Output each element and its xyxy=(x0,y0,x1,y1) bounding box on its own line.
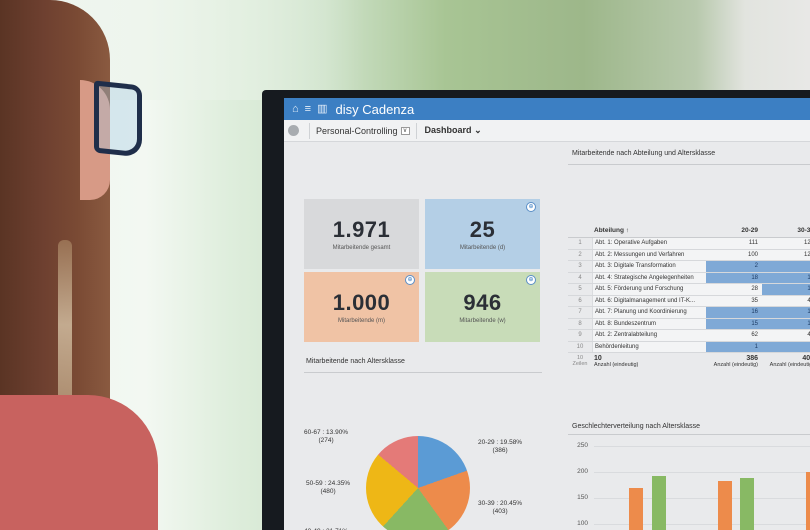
chevron-down-icon: ⌄ xyxy=(474,125,482,135)
kpi-total[interactable]: 1.971 Mitarbeitende gesamt xyxy=(304,199,419,269)
gridline xyxy=(594,524,810,525)
kpi-value: 946 xyxy=(463,290,502,315)
column-header-20-29[interactable]: 20-29 xyxy=(741,227,758,234)
kpi-label: Mitarbeitende (w) xyxy=(459,318,506,324)
menu-icon[interactable]: ≡ xyxy=(304,102,312,115)
app-title: disy Cadenza xyxy=(335,101,415,117)
table-header: Abteilung ↑ 20-29 30-39 xyxy=(568,224,810,238)
y-tick: 150 xyxy=(577,494,588,501)
kpi-female[interactable]: ⊕ 946 Mitarbeitende (w) xyxy=(425,272,540,342)
y-tick: 100 xyxy=(577,520,588,527)
kpi-label: Mitarbeitende (m) xyxy=(337,318,385,324)
table-row[interactable]: 5 Abt. 5: Förderung und Forschung 28 18 xyxy=(568,284,810,296)
y-tick: 200 xyxy=(577,468,588,475)
department-table: Abteilung ↑ 20-29 30-39 1 Abt. 1: Operat… xyxy=(568,224,810,368)
bar-w-30-39[interactable] xyxy=(740,478,754,530)
column-header-30-39[interactable]: 30-39 xyxy=(797,227,810,234)
dashboard-content: 1.971 Mitarbeitende gesamt ⊕ 25 Mitarbei… xyxy=(284,142,810,530)
table-row[interactable]: 2 Abt. 2: Messungen und Verfahren 100 12… xyxy=(568,249,810,261)
age-pie-chart[interactable] xyxy=(366,436,470,530)
table-row[interactable]: 1 Abt. 1: Operative Aufgaben 111 122 xyxy=(568,238,810,250)
gridline xyxy=(594,472,810,473)
pie-label-20-29: 20-29 : 19.58% (386) xyxy=(478,439,523,454)
kpi-value: 25 xyxy=(469,217,496,242)
divider xyxy=(568,434,810,435)
home-icon[interactable]: ⌂ xyxy=(292,102,299,115)
status-icon[interactable] xyxy=(288,125,299,136)
kpi-male[interactable]: ⊕ 1.000 Mitarbeitende (m) xyxy=(304,272,419,342)
table-row[interactable]: 9 Abt. 2: Zentralabteilung 62 47 xyxy=(568,330,810,342)
filter-icon[interactable]: ⊕ xyxy=(526,202,536,212)
table-row[interactable]: 10 Behördenleitung 1 2 xyxy=(568,341,810,353)
table-row[interactable]: 8 Abt. 8: Bundeszentrum 15 13 xyxy=(568,318,810,330)
pie-label-60-67: 60-67 : 13.90% (274) xyxy=(304,429,349,444)
breadcrumb-label: Personal-Controlling xyxy=(316,125,398,136)
view-label: Dashboard xyxy=(424,125,472,135)
breadcrumb[interactable]: Personal-Controlling v xyxy=(310,126,416,136)
hair-highlight xyxy=(58,240,72,410)
map-icon[interactable]: ▥ xyxy=(317,102,328,115)
kpi-diverse[interactable]: ⊕ 25 Mitarbeitende (d) xyxy=(425,199,540,269)
table-row[interactable]: 7 Abt. 7: Planung und Koordinierung 16 1… xyxy=(568,307,810,319)
pie-section-title: Mitarbeitende nach Altersklasse xyxy=(306,358,405,365)
bar-m-40-49[interactable] xyxy=(806,472,810,530)
table-row[interactable]: 3 Abt. 3: Digitale Transformation 2 7 xyxy=(568,261,810,273)
bar-m-30-39[interactable] xyxy=(718,481,732,530)
gridline xyxy=(594,446,810,447)
face xyxy=(80,80,110,200)
view-selector[interactable]: Dashboard ⌄ xyxy=(417,125,490,136)
filter-icon[interactable]: ⊕ xyxy=(405,275,415,285)
app-header: ⌂ ≡ ▥ disy Cadenza xyxy=(284,98,810,120)
kpi-value: 1.971 xyxy=(332,217,391,242)
divider xyxy=(304,372,542,373)
gender-bar-chart[interactable]: 250 200 150 100 50 xyxy=(568,434,810,530)
column-header-department[interactable]: Abteilung ↑ xyxy=(594,227,630,234)
divider xyxy=(309,122,310,139)
filter-icon[interactable]: ⊕ xyxy=(526,275,536,285)
divider xyxy=(568,164,810,165)
kpi-label: Mitarbeitende gesamt xyxy=(332,245,391,251)
bar-m-20-29[interactable] xyxy=(629,488,643,530)
breadcrumb-dropdown-icon[interactable]: v xyxy=(400,126,410,135)
toolbar: Personal-Controlling v Dashboard ⌄ xyxy=(284,120,810,142)
table-footer: 10 Zeilen 10 Anzahl (eindeutig) 386 Anzahl … xyxy=(572,355,810,368)
table-row[interactable]: 4 Abt. 4: Strategische Angelegenheiten 1… xyxy=(568,272,810,284)
screen: ⌂ ≡ ▥ disy Cadenza Personal-Controlling … xyxy=(284,98,810,530)
divider xyxy=(415,122,417,139)
bar-section-title: Geschlechterverteilung nach Altersklasse xyxy=(572,423,701,430)
table-row[interactable]: 6 Abt. 6: Digitalmanagement und IT-K... … xyxy=(568,295,810,307)
kpi-value: 1.000 xyxy=(332,290,391,315)
glasses xyxy=(94,80,142,158)
table-section-title: Mitarbeitende nach Abteilung und Altersk… xyxy=(572,150,716,157)
gridline xyxy=(594,498,810,499)
pie-label-40-49: 40-49 : 21.71%(428) xyxy=(304,528,348,530)
kpi-label: Mitarbeitende (d) xyxy=(459,245,506,251)
pie-label-50-59: 50-59 : 24.35% (480) xyxy=(306,480,351,495)
person-photo xyxy=(0,0,170,530)
pie-label-30-39: 30-39 : 20.45% (403) xyxy=(478,500,523,515)
y-tick: 250 xyxy=(577,442,588,449)
hair xyxy=(0,0,110,430)
background-wall xyxy=(0,0,810,100)
bar-w-20-29[interactable] xyxy=(652,476,666,530)
shirt xyxy=(0,395,158,530)
